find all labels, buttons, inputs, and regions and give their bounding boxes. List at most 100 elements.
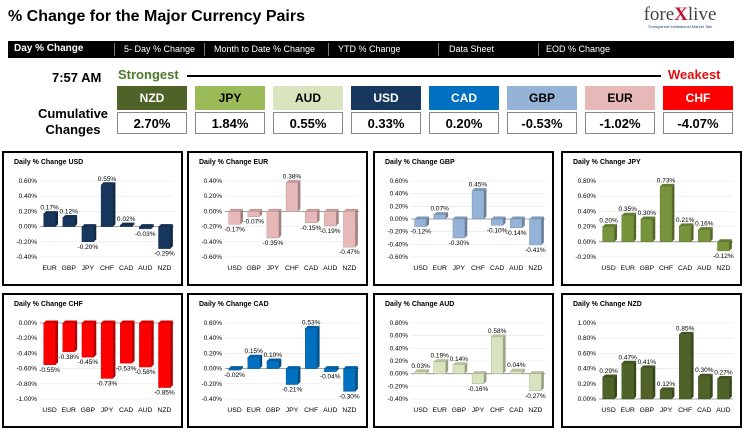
bar-side (74, 214, 78, 227)
bar-side (336, 366, 339, 372)
nav-5day-change[interactable]: 5- Day % Change (124, 44, 196, 54)
y-tick-label: 0.20% (204, 350, 223, 357)
bar-side (503, 334, 506, 374)
x-tick-label: GBP (247, 265, 262, 272)
nav-month-to-date[interactable]: Month to Date % Change (214, 44, 316, 54)
bar-usd (414, 218, 427, 227)
bar-usd (602, 376, 615, 400)
bar-side (483, 371, 487, 384)
nav-day-change[interactable]: Day % Change (14, 43, 84, 54)
bar-top (621, 212, 637, 216)
y-tick-label: -0.40% (16, 350, 37, 357)
bar-side (652, 216, 656, 242)
tile-value: 1.84% (195, 112, 265, 134)
bar-jpy (285, 368, 299, 385)
nav-ytd-change[interactable]: YTD % Change (338, 44, 401, 54)
forexlive-logo[interactable]: foreXlive Transparent Institutional Mark… (640, 4, 720, 40)
x-tick-label: NZD (342, 407, 356, 414)
y-tick-label: 0.80% (578, 335, 597, 342)
logo-x-icon: X (674, 4, 688, 25)
y-tick-label: 0.40% (578, 366, 597, 373)
y-tick-label: 0.00% (19, 224, 38, 231)
x-tick-label: AUD (323, 265, 337, 272)
x-tick-label: CHF (285, 265, 299, 272)
bar-side (259, 208, 263, 217)
y-tick-label: 0.80% (578, 178, 597, 185)
tile-currency: JPY (195, 86, 265, 110)
bar-side (710, 373, 713, 399)
bar-chf (659, 186, 673, 242)
x-tick-label: CHF (490, 407, 504, 414)
data-label: 0.07% (430, 206, 449, 213)
x-tick-label: CHF (678, 407, 692, 414)
tile-currency: CAD (429, 86, 499, 110)
bar-cad (305, 211, 318, 224)
tile-value: -1.02% (585, 112, 655, 134)
chart-nzd[interactable]: Daily % Change NZD 1.00% 0.80% 0.60% 0.40% 0… (561, 293, 742, 428)
bar-top (510, 368, 525, 372)
bar-chf (305, 328, 318, 369)
bar-top (660, 183, 675, 187)
bar-aud (324, 211, 337, 227)
chart-jpy[interactable]: Daily % Change JPY 0.80% 0.60% 0.40% 0.20% 0… (561, 151, 742, 286)
y-tick-label: -0.20% (201, 381, 222, 388)
data-label: 0.02% (117, 216, 136, 223)
x-tick-label: USD (601, 407, 615, 414)
x-tick-label: USD (413, 265, 427, 272)
bar-top (305, 325, 320, 329)
data-label: -0.12% (410, 229, 431, 236)
tile-currency: USD (351, 86, 421, 110)
y-tick-label: -0.20% (201, 224, 222, 231)
data-label: 0.29% (599, 368, 618, 375)
y-tick-label: -0.40% (387, 396, 408, 403)
x-tick-label: NZD (716, 265, 730, 272)
chart-chf[interactable]: Daily % Change CHF 0.00% -0.20% -0.40% -0.6… (2, 293, 183, 428)
y-tick-label: 0.40% (204, 335, 223, 342)
y-tick-label: 0.60% (204, 320, 223, 327)
bar-jpy (266, 211, 279, 239)
bar-chart: 0.60% 0.40% 0.20% 0.00% -0.20% -0.40% -0.60% -0… (387, 178, 546, 272)
logo-text-2: live (687, 4, 717, 25)
bar-top (414, 216, 430, 219)
bar-cad (510, 370, 523, 374)
strength-scale-line (187, 75, 661, 77)
data-label: 0.58% (488, 328, 507, 335)
x-tick-label: EUR (621, 265, 635, 272)
tile-currency: GBP (507, 86, 577, 110)
bar-side (633, 212, 637, 242)
nav-eod-change[interactable]: EOD % Change (546, 44, 611, 54)
x-tick-label: GBP (640, 265, 655, 272)
bar-top (286, 366, 301, 369)
chart-gbp[interactable]: Daily % Change GBP 0.60% 0.40% 0.20% 0.00% -… (373, 151, 554, 286)
bar-side (691, 331, 694, 399)
x-tick-label: JPY (660, 407, 673, 414)
chart-usd[interactable]: Daily % Change USD 0.60% 0.40% 0.20% 0.00% -… (2, 151, 183, 286)
bar-chart: 0.80%0.60%0.40%0.20%0.00%-0.20%0.20%USD0… (575, 177, 734, 272)
chart-eur[interactable]: Daily % Change EUR 0.40% 0.20% 0.00% -0.20%… (187, 151, 368, 286)
bar-jpy (471, 373, 485, 384)
data-label: 0.12% (657, 381, 676, 388)
nav-data-sheet[interactable]: Data Sheet (449, 44, 495, 54)
bar-aud (139, 226, 152, 230)
timestamp: 7:57 AM (52, 70, 102, 85)
strength-tile-nzd: NZD 2.70% (117, 86, 187, 134)
bar-top (602, 224, 618, 227)
bar-cad (120, 322, 133, 364)
y-tick-label: 0.00% (390, 216, 409, 223)
y-tick-label: -0.40% (201, 396, 222, 403)
strength-tile-gbp: GBP -0.53% (507, 86, 577, 134)
chart-aud[interactable]: Daily % Change AUD 0.80% 0.60% 0.40% 0.20% 0… (373, 293, 554, 428)
strongest-label: Strongest (118, 67, 179, 82)
bar-top (247, 354, 263, 358)
bar-chf (491, 336, 504, 374)
tile-value: 0.20% (429, 112, 499, 134)
bar-gbp (640, 367, 653, 400)
x-tick-label: AUD (716, 407, 730, 414)
x-tick-label: EUR (42, 265, 56, 272)
strength-tile-aud: AUD 0.55% (273, 86, 343, 134)
bar-aud (139, 322, 152, 368)
bar-top (640, 216, 656, 219)
chart-cad[interactable]: Daily % Change CAD 0.60% 0.40% 0.20% 0.00% -… (187, 293, 368, 428)
bar-top (717, 239, 732, 242)
tile-currency: EUR (585, 86, 655, 110)
